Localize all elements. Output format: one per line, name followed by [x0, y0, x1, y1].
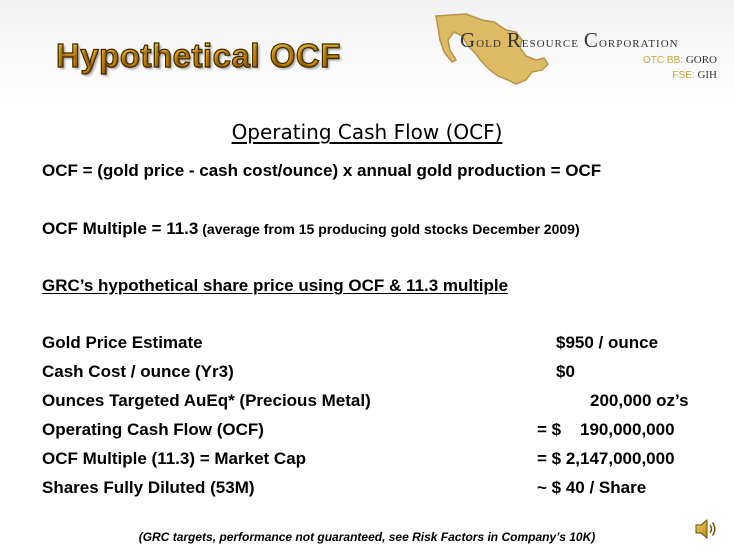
header-banner	[0, 0, 734, 105]
company-name-initial-1: G	[460, 28, 477, 52]
row-value: $0	[556, 362, 575, 381]
table-row: OCF Multiple (11.3) = Market Cap = $ 2,1…	[42, 449, 722, 471]
row-label: Cash Cost / ounce (Yr3)	[42, 362, 234, 381]
row-value: $950 / ounce	[556, 333, 659, 352]
slide-title: Hypothetical OCF	[55, 36, 341, 74]
ocf-formula: OCF = (gold price - cash cost/ounce) x a…	[42, 161, 602, 180]
company-name-part-1: old	[476, 34, 507, 51]
speaker-icon[interactable]	[693, 516, 719, 542]
row-label: Ounces Targeted AuEq* (Precious Metal)	[42, 391, 371, 410]
disclaimer-footnote: (GRC targets, performance not guaranteed…	[138, 530, 596, 544]
row-label: Operating Cash Flow (OCF)	[42, 420, 264, 439]
table-row: Gold Price Estimate $950 / ounce	[42, 333, 722, 355]
ocf-multiple-note: (average from 15 producing gold stocks D…	[198, 221, 580, 237]
ocf-multiple-value: OCF Multiple = 11.3	[42, 219, 199, 238]
company-logo: Gold Resource Corporation OTC BB: GORO F…	[432, 10, 727, 90]
row-label: OCF Multiple (11.3) = Market Cap	[42, 449, 307, 468]
table-row: Cash Cost / ounce (Yr3) $0	[42, 362, 722, 384]
fse-exchange: FSE:	[672, 70, 695, 81]
table-row: Ounces Targeted AuEq* (Precious Metal) 2…	[42, 391, 722, 413]
otc-ticker: OTC BB: GORO	[643, 54, 717, 66]
row-value: = $ 190,000,000	[537, 420, 675, 439]
ocf-multiple: OCF Multiple = 11.3 (average from 15 pro…	[42, 219, 580, 239]
otc-symbol: GORO	[685, 54, 717, 66]
company-name-part-3: orporation	[598, 34, 679, 51]
company-name: Gold Resource Corporation	[460, 28, 679, 53]
fse-symbol: GIH	[697, 69, 717, 81]
share-price-subheading: GRC’s hypothetical share price using OCF…	[42, 276, 509, 295]
row-label: Shares Fully Diluted (53M)	[42, 478, 255, 497]
company-name-part-2: esource	[521, 34, 584, 51]
row-value: = $ 2,147,000,000	[537, 449, 675, 468]
row-value: ~ $ 40 / Share	[537, 478, 647, 497]
section-heading: Operating Cash Flow (OCF)	[231, 120, 503, 144]
company-name-initial-3: C	[583, 28, 599, 52]
row-label: Gold Price Estimate	[42, 333, 203, 352]
table-row: Shares Fully Diluted (53M) ~ $ 40 / Shar…	[42, 478, 722, 500]
table-row: Operating Cash Flow (OCF) = $ 190,000,00…	[42, 420, 722, 442]
row-value: 200,000 oz’s	[590, 391, 689, 410]
fse-ticker: FSE: GIH	[672, 69, 717, 81]
mexico-map-icon	[435, 13, 549, 85]
otc-exchange: OTC BB:	[643, 55, 684, 66]
company-name-initial-2: R	[506, 28, 522, 52]
